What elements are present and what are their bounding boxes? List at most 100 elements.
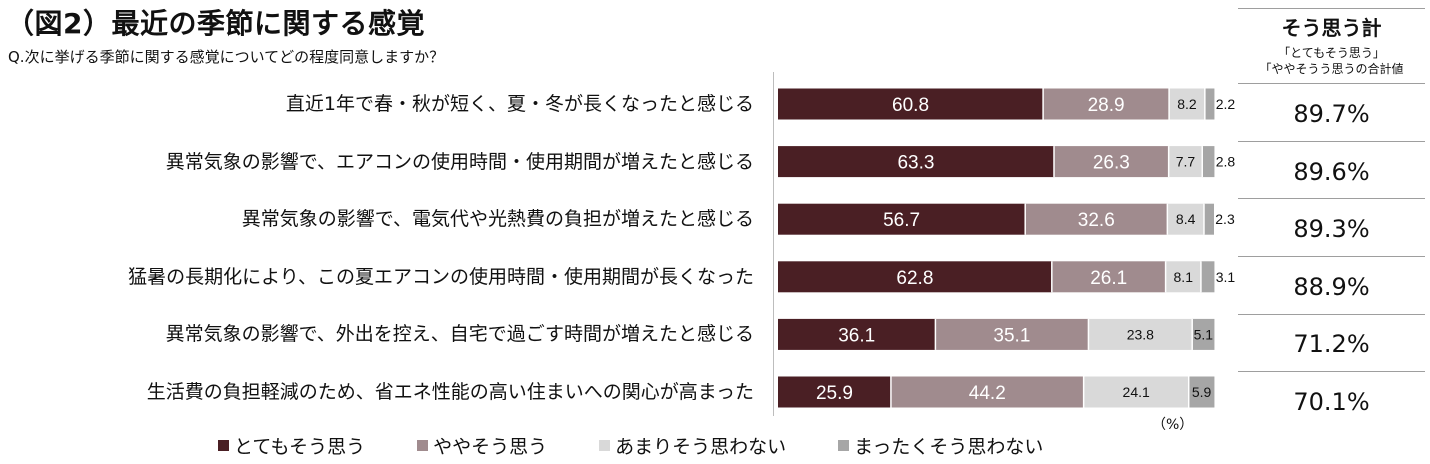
bar-segment [1088, 318, 1193, 350]
total-note-line2: 「ややそうう思うの合計値 [1259, 62, 1404, 76]
chart-subtitle: Q.次に挙げる季節に関する感覚についてどの程度同意しますか？ [8, 48, 445, 66]
total-heading: そう思う計 [1281, 16, 1382, 40]
panel-divider [1238, 256, 1425, 257]
total-value: 70.1% [1293, 388, 1370, 416]
bar-segment [1025, 203, 1168, 235]
bar-segment-divider [1164, 261, 1167, 293]
total-note-line1: 「とてもそう思う」 [1278, 46, 1385, 60]
panel-divider [1238, 198, 1425, 200]
category-axis-line [773, 72, 774, 416]
chart-title: （図2）最近の季節に関する感覚 [6, 7, 425, 40]
legend-swatch [599, 440, 611, 451]
total-value: 89.7% [1293, 100, 1370, 128]
bar-segment-divider [890, 376, 892, 408]
bar-segment [1204, 88, 1215, 120]
data-label: 32.6 [1078, 210, 1115, 231]
data-label: 36.1 [838, 325, 875, 346]
total-value: 89.3% [1293, 215, 1370, 244]
legend-label: あまりそう思わない [615, 436, 787, 458]
legend-label: ややそう思う [433, 436, 548, 458]
data-label: 5.9 [1192, 384, 1212, 400]
data-label: 2.8 [1216, 154, 1236, 170]
total-value: 88.9% [1293, 272, 1370, 301]
bar-segment-divider [1191, 318, 1193, 350]
panel-divider [1238, 313, 1425, 315]
bar-segment [1188, 376, 1215, 408]
bar-segment [1165, 261, 1201, 293]
data-label: 44.2 [969, 383, 1006, 404]
bar-segment [1200, 261, 1215, 293]
data-label: 56.7 [883, 210, 920, 231]
bar-segment-divider [934, 318, 937, 350]
legend-swatch [417, 440, 429, 451]
data-label: 28.9 [1088, 95, 1125, 116]
data-label: 60.8 [892, 95, 929, 116]
panel-divider [1238, 140, 1425, 142]
data-label: 2.2 [1216, 96, 1236, 112]
data-label: 26.3 [1093, 153, 1130, 174]
total-value: 89.6% [1293, 157, 1370, 186]
legend-swatch [218, 440, 229, 451]
bar-segment [778, 376, 891, 408]
data-label: 26.1 [1090, 268, 1127, 289]
bar-segment-divider [1204, 88, 1206, 120]
bar-segment [1203, 203, 1214, 235]
category-label: 異常気象の影響で、外出を控え、自宅で過ごす時間が増えたと感じる [165, 323, 754, 346]
bar-segment-divider [1051, 261, 1053, 293]
bar-segment [778, 318, 936, 350]
bar-segment-divider [1024, 203, 1026, 235]
bar-segment-divider [1201, 146, 1203, 178]
bar-segment [1202, 146, 1215, 178]
legend-item-somewhat-agree: ややそう思う [417, 432, 547, 459]
data-label: 24.1 [1123, 384, 1150, 400]
bar-segment-divider [1082, 376, 1085, 408]
data-label: 63.3 [897, 153, 934, 174]
bar-segment-divider [1087, 318, 1090, 350]
panel-divider [1238, 83, 1425, 85]
bar-segment-divider [1203, 203, 1205, 235]
category-label: 異常気象の影響で、エアコンの使用時間・使用期間が増えたと感じる [165, 150, 754, 173]
bar-segment [1051, 261, 1166, 293]
bar-segment [1053, 146, 1169, 178]
bar-segment [778, 261, 1052, 293]
legend-item-strongly-agree: とてもそう思う [218, 432, 365, 459]
legend-item-not-really: あまりそう思わない [599, 432, 786, 459]
bar-segment-divider [1187, 376, 1190, 408]
bar-segment [1167, 203, 1204, 235]
chart-legend: とてもそう思う ややそう思う あまりそう思わない まったくそう思わない [218, 432, 1095, 459]
data-label: 5.1 [1194, 326, 1214, 342]
data-label: 35.1 [993, 325, 1030, 346]
bar-segment-divider [1167, 146, 1170, 178]
bar-segment [935, 318, 1089, 350]
legend-swatch [838, 440, 850, 451]
data-label: 23.8 [1127, 326, 1154, 342]
bar-segment [890, 376, 1084, 408]
bar-segment [778, 88, 1044, 120]
data-label: 8.1 [1174, 269, 1194, 285]
bar-segment [1043, 88, 1170, 120]
legend-item-not-at-all: まったくそう思わない [838, 432, 1043, 459]
panel-divider [1238, 371, 1425, 373]
data-label: 8.4 [1176, 211, 1196, 227]
bar-segment [778, 203, 1026, 235]
data-label: 8.2 [1177, 96, 1197, 112]
bar-segment-divider [1168, 88, 1170, 120]
bar-segment-divider [1042, 88, 1044, 120]
data-label: 3.1 [1216, 269, 1236, 285]
legend-label: とてもそう思う [234, 436, 366, 458]
bar-segment-divider [1200, 261, 1202, 293]
data-label: 2.3 [1215, 211, 1235, 227]
panel-divider [1238, 8, 1425, 9]
bar-segment [1192, 318, 1215, 350]
bar-segment [1168, 146, 1203, 178]
legend-label: まったくそう思わない [854, 436, 1044, 458]
total-value: 71.2% [1293, 330, 1370, 359]
percent-unit-label: （%） [1152, 417, 1194, 433]
bar-segment-divider [1053, 146, 1055, 178]
bar-segment [1083, 376, 1189, 408]
category-label: 直近1年で春・秋が短く、夏・冬が長くなったと感じる [285, 93, 754, 115]
category-label: 生活費の負担軽減のため、省エネ性能の高い住まいへの関心が高まった [146, 381, 754, 403]
bar-segment [1169, 88, 1205, 120]
data-label: 62.8 [896, 268, 933, 289]
